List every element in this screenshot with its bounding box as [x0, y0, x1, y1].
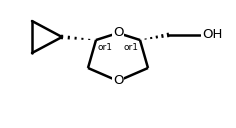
Text: or1: or1	[124, 43, 139, 52]
Text: OH: OH	[202, 29, 222, 41]
Text: or1: or1	[98, 43, 113, 52]
Text: O: O	[113, 74, 123, 88]
Text: O: O	[113, 26, 123, 40]
